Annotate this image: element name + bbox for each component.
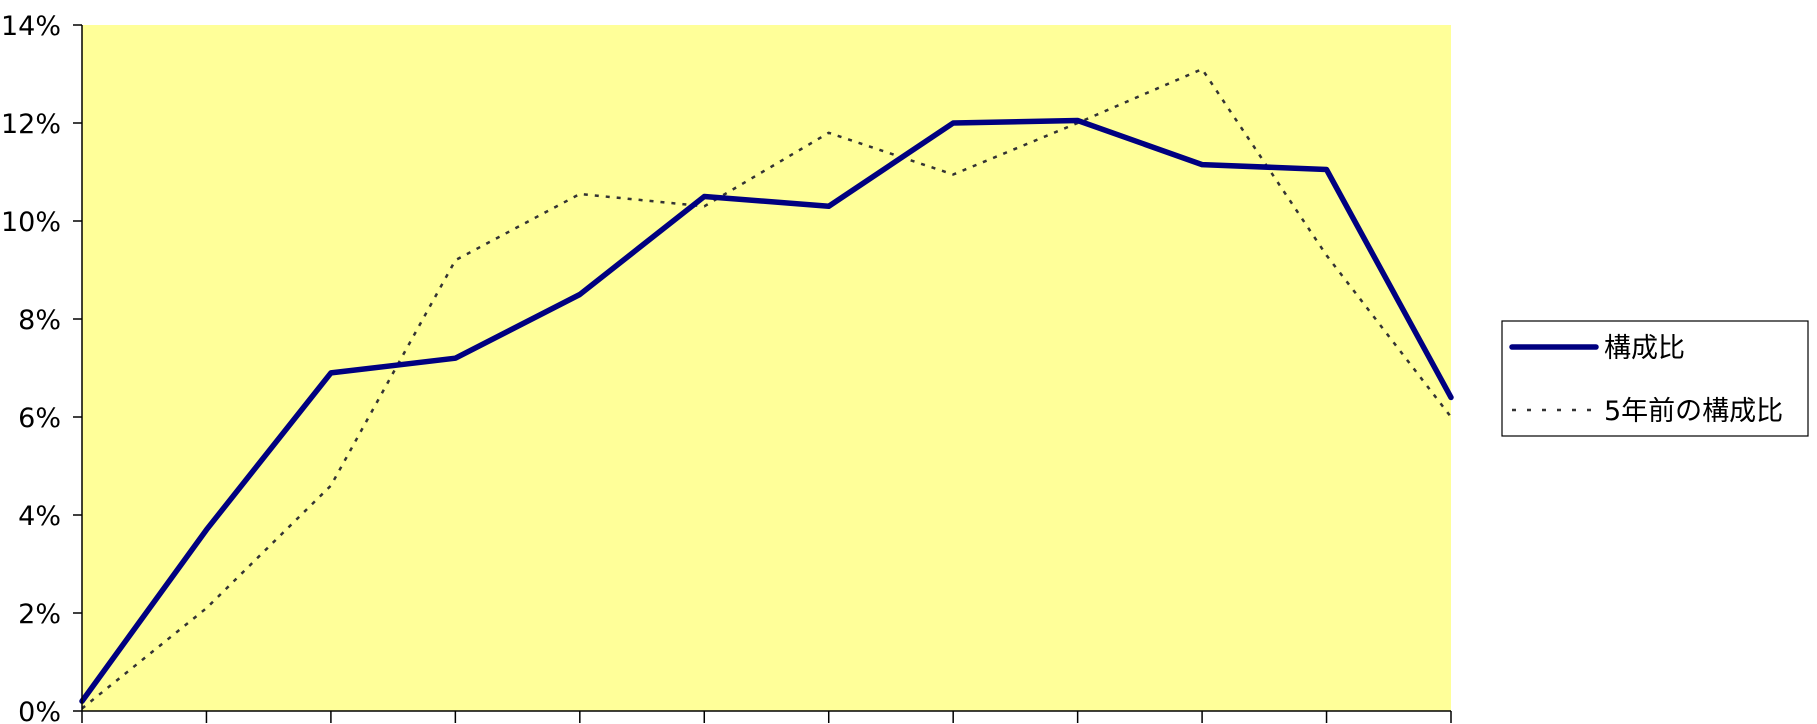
series-line-0	[79, 117, 1454, 704]
legend-label-series-0: 構成比	[1604, 333, 1685, 364]
y-tick-label: 12%	[1, 109, 61, 140]
y-tick-label: 6%	[18, 403, 61, 434]
y-tick-label: 10%	[1, 207, 61, 238]
y-tick-label: 2%	[18, 599, 61, 630]
plot-area	[82, 25, 1451, 711]
y-tick-label: 0%	[18, 697, 61, 724]
y-tick-label: 4%	[18, 501, 61, 532]
y-tick-label: 8%	[18, 305, 61, 336]
legend-label-series-1: 5年前の構成比	[1604, 396, 1783, 427]
series-layer	[79, 67, 1454, 710]
legend: 構成比 5年前の構成比	[1501, 320, 1809, 437]
legend-box	[1501, 320, 1809, 437]
axes-layer: 0% 2% 4% 6% 8% 10% 12% 14%	[1, 11, 1452, 724]
y-tick-label: 14%	[1, 11, 61, 42]
series-line-1	[81, 67, 1452, 710]
